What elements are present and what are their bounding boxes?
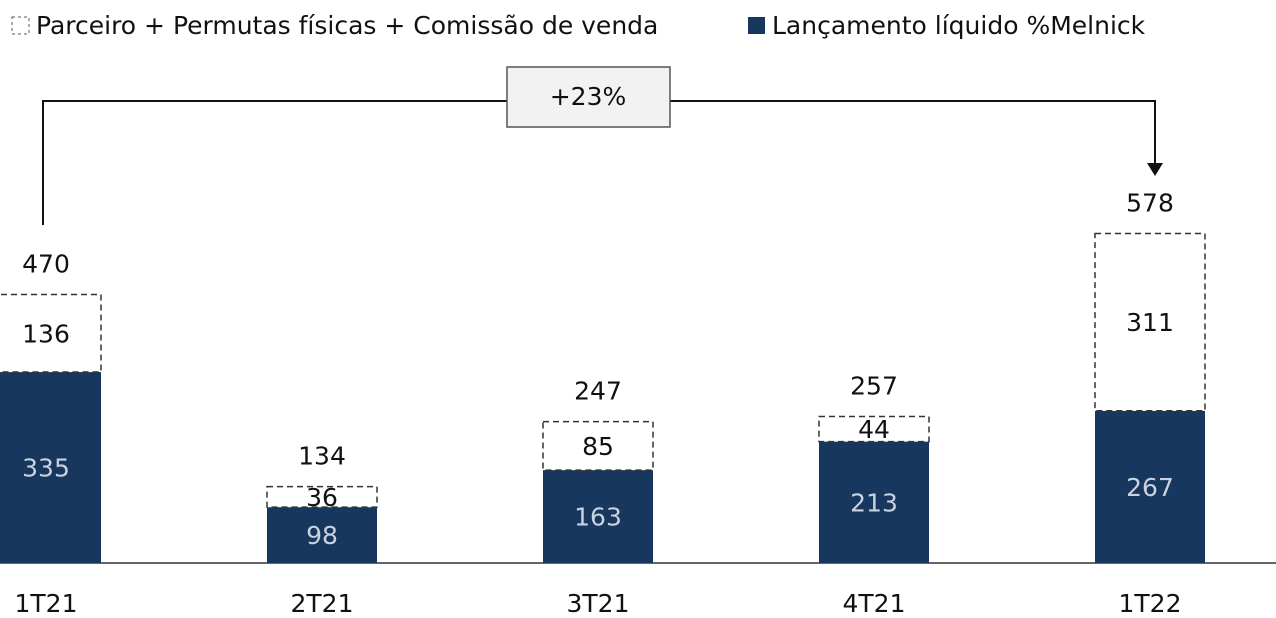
legend-label: Parceiro + Permutas físicas + Comissão d… [36, 11, 658, 40]
bar-segment [0, 372, 101, 563]
bar-segment-dashed [818, 415, 930, 443]
bar-segment-dashed [542, 420, 654, 471]
segment-label: 267 [1126, 473, 1174, 502]
segment-label: 335 [22, 454, 70, 483]
legend-swatch [748, 17, 765, 34]
segment-label: 36 [306, 483, 338, 512]
x-tick-label: 3T21 [567, 589, 630, 618]
annotation-box [506, 66, 671, 128]
segment-label: 85 [582, 432, 614, 461]
total-label: 578 [1126, 189, 1174, 218]
segment-label: 98 [306, 521, 338, 550]
legend-label: Lançamento líquido %Melnick [772, 11, 1146, 40]
bar-segment [543, 470, 653, 563]
arrow-head [1147, 163, 1163, 176]
total-label: 470 [22, 250, 70, 279]
segment-label: 311 [1126, 308, 1174, 337]
segment-label: 213 [850, 488, 898, 517]
x-tick-label: 4T21 [843, 589, 906, 618]
annotation: +23% [550, 82, 627, 111]
total-label: 134 [298, 442, 346, 471]
segment-label: 44 [858, 415, 890, 444]
bar-segment [1095, 410, 1205, 563]
x-tick-label: 1T22 [1119, 589, 1182, 618]
total-label: 247 [574, 377, 622, 406]
bar-segment [819, 441, 929, 563]
x-tick-label: 2T21 [291, 589, 354, 618]
legend-swatch-dashed [11, 16, 30, 35]
segment-label: 136 [22, 319, 70, 348]
x-tick-label: 1T21 [15, 589, 78, 618]
segment-label: 163 [574, 503, 622, 532]
bar-segment-dashed [0, 293, 102, 373]
bar-segment-dashed [1094, 232, 1206, 412]
bar-segment-dashed [266, 485, 378, 508]
total-label: 257 [850, 372, 898, 401]
bar-segment [267, 507, 377, 563]
